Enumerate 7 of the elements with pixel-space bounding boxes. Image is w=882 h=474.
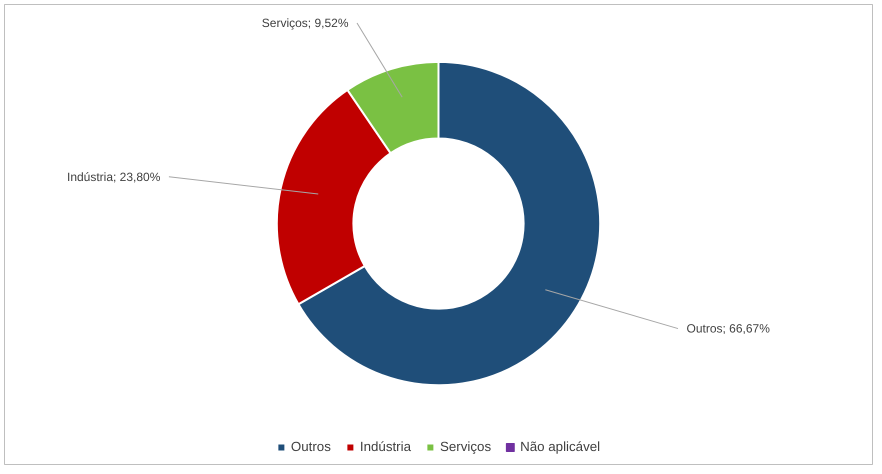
legend-label: Indústria [360,439,411,454]
data-label: Outros; 66,67% [686,322,770,336]
data-label: Serviços; 9,52% [262,16,349,30]
legend-label: Serviços [440,439,492,454]
legend-label: Outros [290,439,331,454]
data-label: Indústria; 23,80% [66,170,161,184]
legend-label: Não aplicável [520,439,600,454]
